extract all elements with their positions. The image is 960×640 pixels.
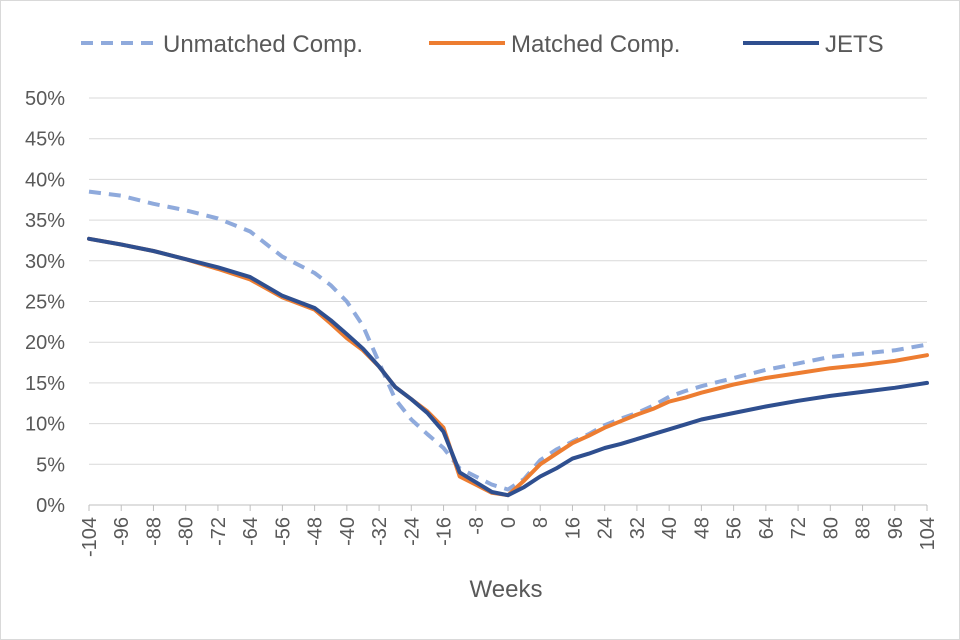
x-tick-label: -96 xyxy=(111,517,133,546)
x-tick-label: -72 xyxy=(208,517,230,546)
gridlines xyxy=(89,97,927,465)
y-tick-label: 15% xyxy=(25,373,65,395)
x-tick-label: -104 xyxy=(79,517,101,557)
x-tick-label: -24 xyxy=(401,517,423,546)
x-tick-label: -16 xyxy=(434,517,456,546)
x-tick-label: 16 xyxy=(562,517,584,539)
x-tick-label: -88 xyxy=(143,517,165,546)
x-tick-label: 40 xyxy=(659,517,681,539)
x-tick-label: -80 xyxy=(176,517,198,546)
y-tick-label: 5% xyxy=(36,454,65,476)
series-line-unmatched-comp xyxy=(88,189,928,492)
x-axis-title: Weeks xyxy=(470,576,543,603)
x-tick-label: 88 xyxy=(853,517,875,539)
y-tick-label: 25% xyxy=(25,292,65,314)
series-line-matched-comp xyxy=(87,236,929,498)
x-tick-label: 0 xyxy=(498,517,520,528)
x-tick-label: -32 xyxy=(369,517,391,546)
x-tick-label: 56 xyxy=(724,517,746,539)
x-tick-label: 104 xyxy=(917,517,939,550)
y-tick-label: 45% xyxy=(25,129,65,151)
y-tick-label: 40% xyxy=(25,169,65,191)
series-line-jets xyxy=(87,236,929,498)
y-tick-label: 20% xyxy=(25,332,65,354)
x-axis: -104 -96 -88 -80 -72 -64 -56 -48 -40 -32 -24 -16 -8 0… xyxy=(79,504,939,557)
x-tick-label: 24 xyxy=(595,517,617,539)
series-lines xyxy=(87,189,929,498)
x-tick-label: 64 xyxy=(756,517,778,539)
y-tick-label: 0% xyxy=(36,495,65,517)
legend-label: Matched Comp. xyxy=(511,31,680,58)
y-axis: 0% 5% 10% 15% 20% 25% 30% 35% 40% 45% 50% xyxy=(25,88,65,517)
x-tick-label: -48 xyxy=(305,517,327,546)
x-tick-label: 48 xyxy=(691,517,713,539)
legend-label: JETS xyxy=(825,31,884,58)
x-tick-label: 8 xyxy=(530,517,552,528)
x-tick-label: -8 xyxy=(466,517,488,535)
x-tick-label: 96 xyxy=(885,517,907,539)
legend: Unmatched Comp. Matched Comp. JETS xyxy=(81,31,884,58)
legend-label: Unmatched Comp. xyxy=(163,31,363,58)
x-tick-label: 32 xyxy=(627,517,649,539)
y-tick-label: 10% xyxy=(25,414,65,436)
x-tick-label: -56 xyxy=(272,517,294,546)
y-tick-label: 50% xyxy=(25,88,65,110)
x-tick-label: -40 xyxy=(337,517,359,546)
x-tick-label: 72 xyxy=(788,517,810,539)
x-tick-label: 80 xyxy=(820,517,842,539)
y-tick-label: 35% xyxy=(25,210,65,232)
y-tick-label: 30% xyxy=(25,251,65,273)
x-tick-label: -64 xyxy=(240,517,262,546)
